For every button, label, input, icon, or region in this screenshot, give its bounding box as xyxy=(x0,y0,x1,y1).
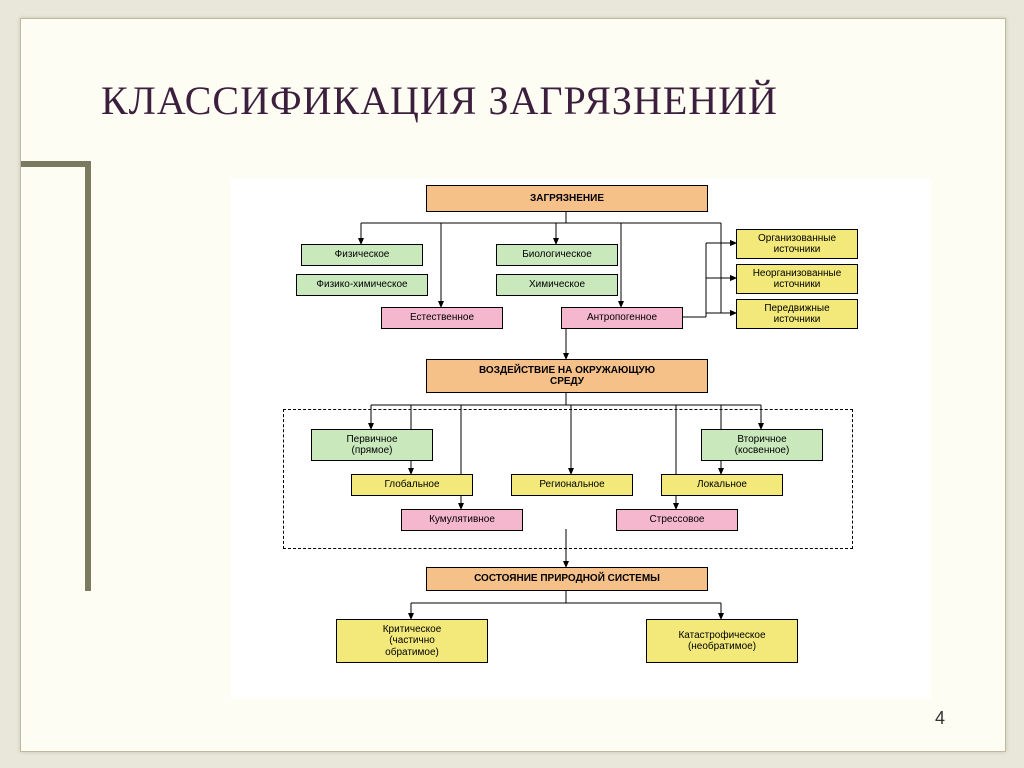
node-local-label: Локальное xyxy=(697,479,747,491)
node-cumulative: Кумулятивное xyxy=(401,509,523,531)
node-unorganized: Неорганизованныеисточники xyxy=(736,264,858,294)
node-stress-label: Стрессовое xyxy=(650,514,705,526)
node-critical-label: (частично xyxy=(389,635,435,647)
node-impact-label: СРЕДУ xyxy=(550,376,584,388)
classification-diagram: ЗАГРЯЗНЕНИЕ Физическое Физико-химическое Би… xyxy=(231,179,931,699)
node-pollution: ЗАГРЯЗНЕНИЕ xyxy=(426,185,708,212)
node-organized-label: источники xyxy=(774,244,821,256)
node-critical-label: обратимое) xyxy=(385,647,439,659)
node-primary-label: (прямое) xyxy=(352,445,393,457)
node-stress: Стрессовое xyxy=(616,509,738,531)
node-mobile-label: источники xyxy=(774,314,821,326)
node-regional-label: Региональное xyxy=(539,479,604,491)
node-biological-label: Биологическое xyxy=(522,249,592,261)
node-unorganized-label: Неорганизованные xyxy=(753,268,842,280)
node-primary-label: Первичное xyxy=(346,434,397,446)
node-secondary-label: (косвенное) xyxy=(735,445,790,457)
node-catastrophic-label: Катастрофическое xyxy=(678,630,765,642)
slide-title: КЛАССИФИКАЦИЯ ЗАГРЯЗНЕНИЙ xyxy=(101,77,778,124)
accent-vertical xyxy=(85,161,91,591)
slide: КЛАССИФИКАЦИЯ ЗАГРЯЗНЕНИЙ 4 ЗАГРЯЗНЕНИЕ Ф… xyxy=(20,18,1006,752)
node-critical: Критическое(частичнообратимое) xyxy=(336,619,488,663)
node-physical: Физическое xyxy=(301,244,423,266)
node-global: Глобальное xyxy=(351,474,473,496)
node-natural: Естественное xyxy=(381,307,503,329)
node-chemical: Химическое xyxy=(496,274,618,296)
node-regional: Региональное xyxy=(511,474,633,496)
node-unorganized-label: источники xyxy=(774,279,821,291)
node-anthropogenic-label: Антропогенное xyxy=(587,312,657,324)
node-critical-label: Критическое xyxy=(383,624,442,636)
node-state-label: СОСТОЯНИЕ ПРИРОДНОЙ СИСТЕМЫ xyxy=(474,573,660,585)
node-secondary-label: Вторичное xyxy=(737,434,786,446)
accent-horizontal xyxy=(21,161,91,167)
node-anthropogenic: Антропогенное xyxy=(561,307,683,329)
node-state: СОСТОЯНИЕ ПРИРОДНОЙ СИСТЕМЫ xyxy=(426,567,708,591)
node-physchem: Физико-химическое xyxy=(296,274,428,296)
node-physical-label: Физическое xyxy=(335,249,390,261)
node-natural-label: Естественное xyxy=(410,312,474,324)
node-physchem-label: Физико-химическое xyxy=(316,279,407,291)
node-organized-label: Организованные xyxy=(758,233,836,245)
node-cumulative-label: Кумулятивное xyxy=(429,514,495,526)
node-mobile-label: Передвижные xyxy=(764,303,829,315)
node-biological: Биологическое xyxy=(496,244,618,266)
node-primary: Первичное(прямое) xyxy=(311,429,433,461)
node-catastrophic: Катастрофическое(необратимое) xyxy=(646,619,798,663)
node-organized: Организованныеисточники xyxy=(736,229,858,259)
node-impact-label: ВОЗДЕЙСТВИЕ НА ОКРУЖАЮЩУЮ xyxy=(479,365,655,377)
node-pollution-label: ЗАГРЯЗНЕНИЕ xyxy=(530,193,604,205)
node-local: Локальное xyxy=(661,474,783,496)
node-chemical-label: Химическое xyxy=(529,279,585,291)
node-global-label: Глобальное xyxy=(384,479,439,491)
node-catastrophic-label: (необратимое) xyxy=(688,641,756,653)
node-mobile: Передвижныеисточники xyxy=(736,299,858,329)
node-impact: ВОЗДЕЙСТВИЕ НА ОКРУЖАЮЩУЮСРЕДУ xyxy=(426,359,708,393)
page-number: 4 xyxy=(935,708,945,729)
node-secondary: Вторичное(косвенное) xyxy=(701,429,823,461)
